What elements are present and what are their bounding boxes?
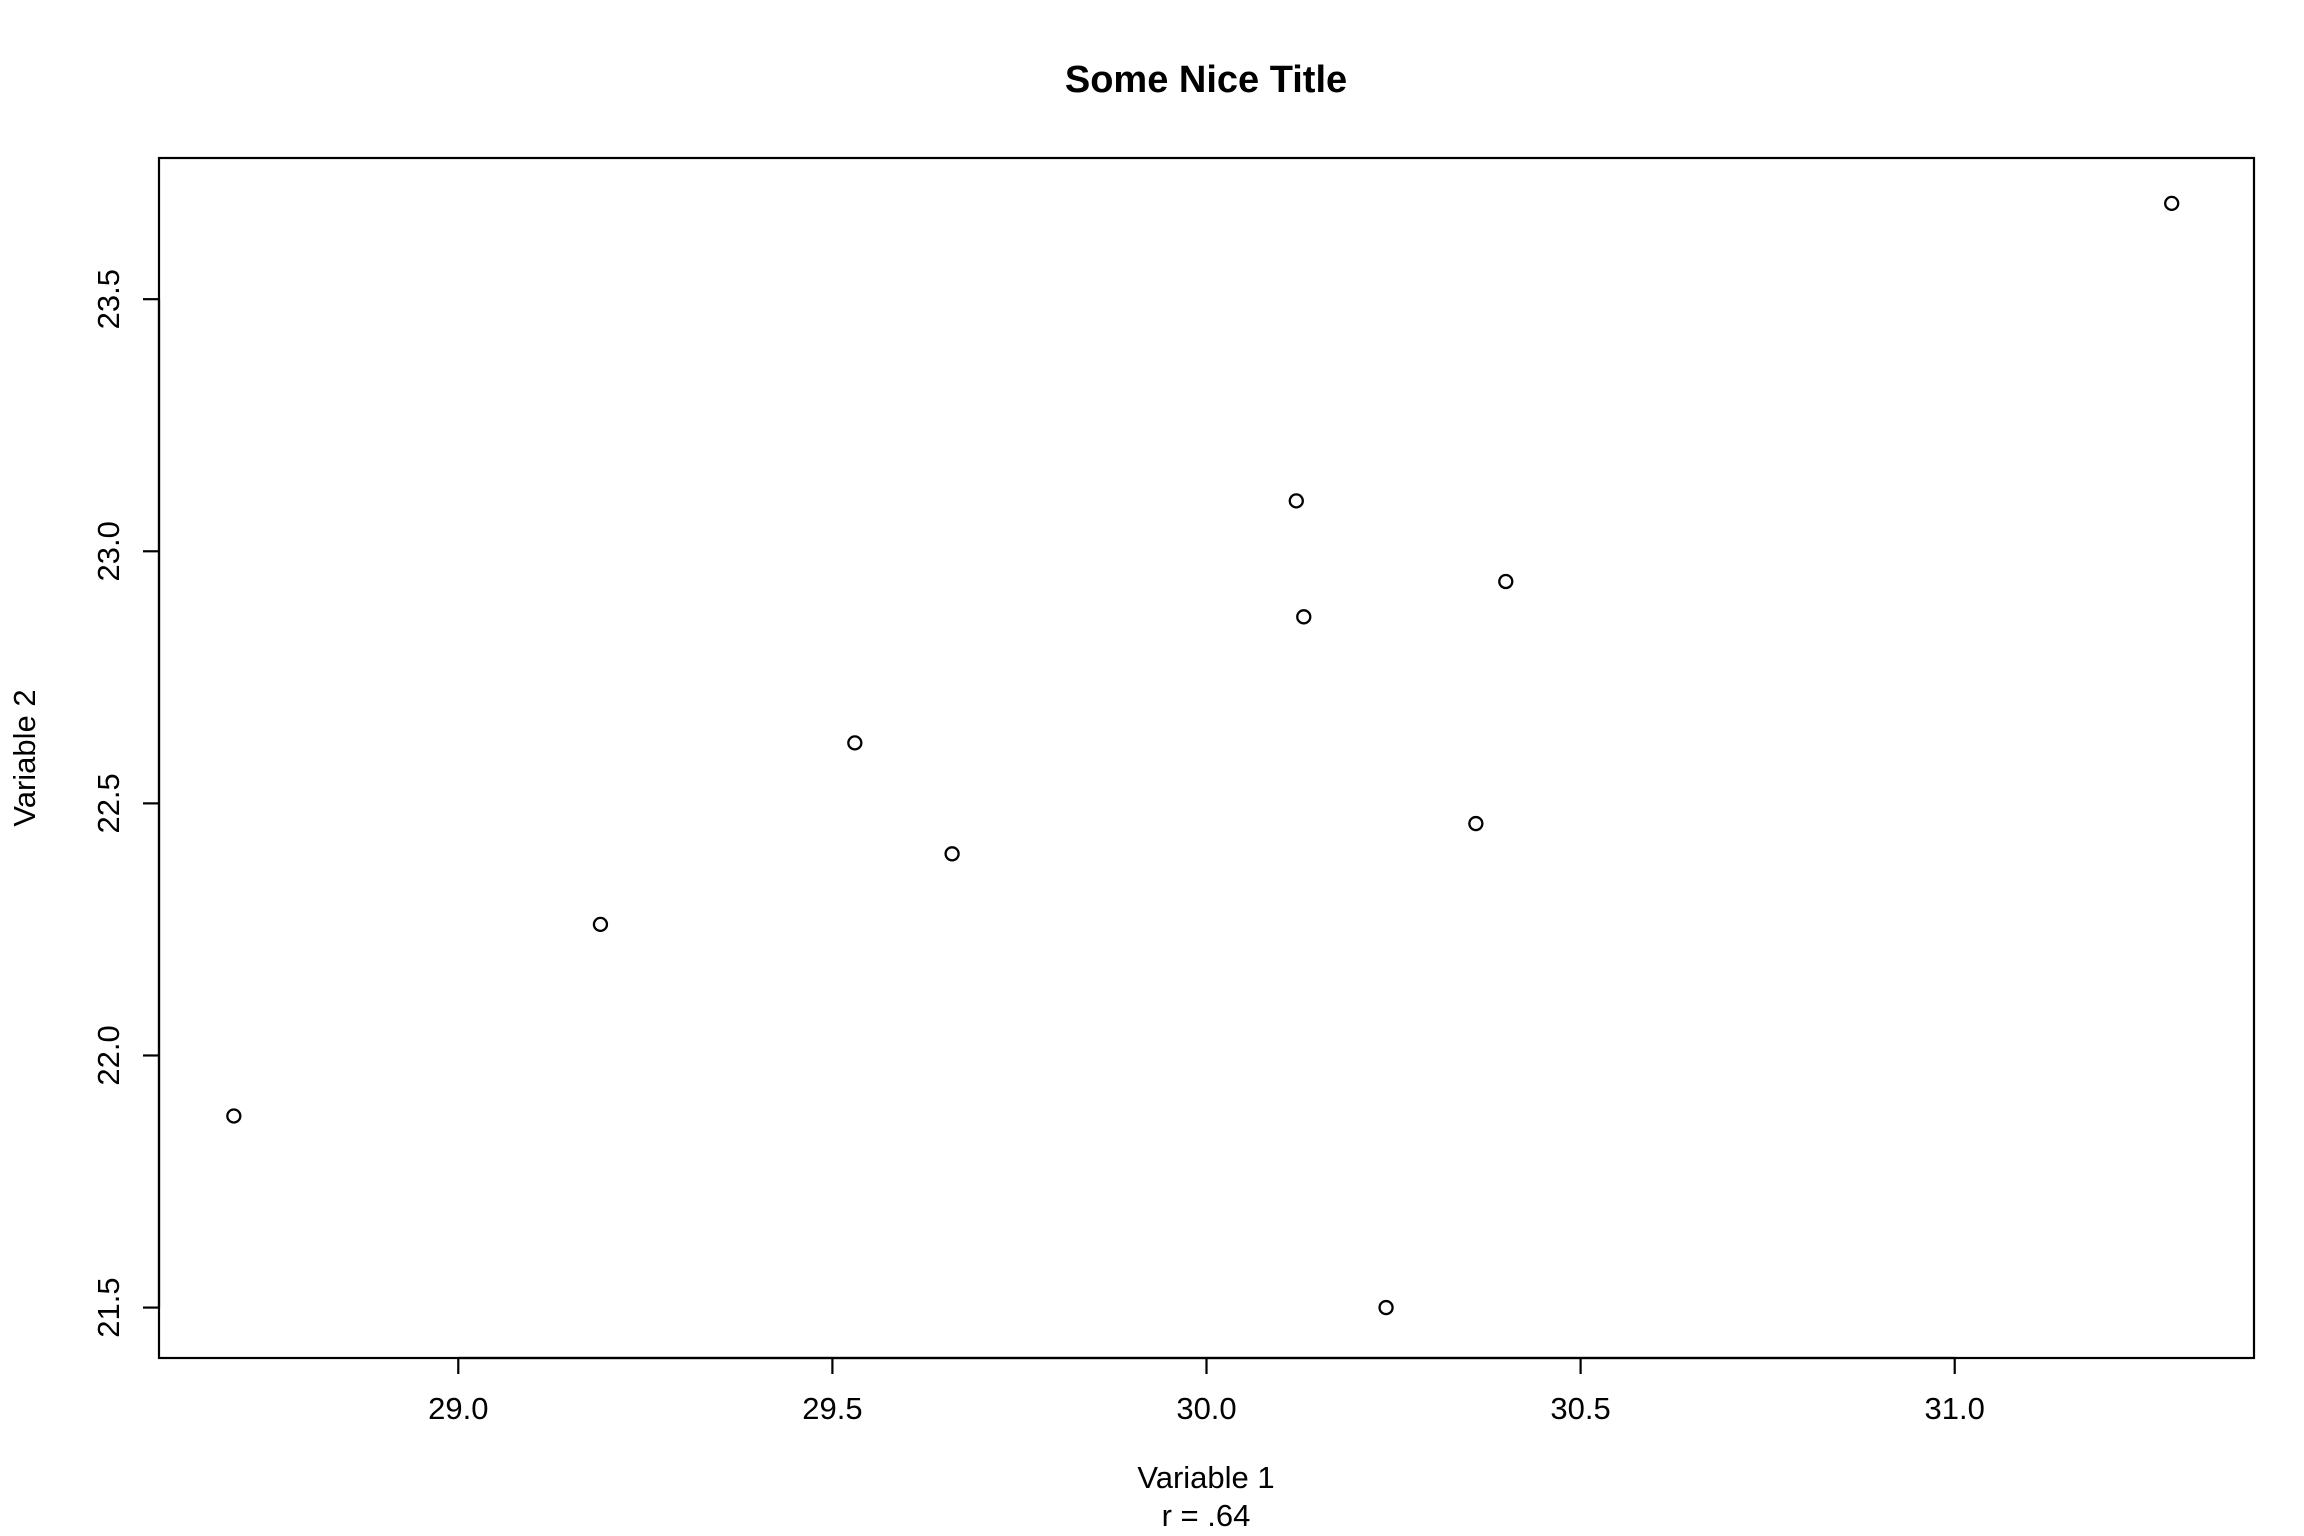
data-point: [1288, 493, 1304, 509]
x-tick-label: 29.5: [802, 1391, 862, 1426]
data-point: [1468, 815, 1484, 832]
data-point: [944, 846, 960, 862]
y-tick-label: 22.0: [91, 1025, 126, 1085]
data-point: [1378, 1299, 1394, 1316]
data-point: [2164, 195, 2180, 212]
x-axis-label: Variable 1: [1137, 1460, 1274, 1495]
plot-frame: [157, 156, 2256, 1360]
x-tick-label: 31.0: [1925, 1391, 1985, 1426]
data-point: [847, 735, 863, 751]
y-tick-label: 23.0: [91, 521, 126, 581]
x-axis: 29.0 29.5 30.0 30.5 31.0: [428, 1356, 1985, 1426]
x-tick-label: 30.5: [1550, 1391, 1610, 1426]
data-point: [1296, 609, 1312, 625]
data-point: [226, 1108, 242, 1124]
data-point: [592, 916, 609, 933]
data-point: [1498, 573, 1514, 590]
y-tick-label: 23.5: [91, 269, 126, 329]
y-axis-label: Variable 2: [7, 689, 42, 826]
y-tick-label: 21.5: [91, 1277, 126, 1337]
x-tick-label: 30.0: [1176, 1391, 1236, 1426]
x-tick-label: 29.0: [428, 1391, 488, 1426]
y-axis: 21.5 22.0 22.5 23.0 23.5: [91, 269, 161, 1338]
chart-title: Some Nice Title: [1065, 59, 1347, 101]
y-tick-label: 22.5: [91, 773, 126, 833]
data-points: [226, 195, 2180, 1316]
correlation-label: r = .64: [1162, 1498, 1251, 1533]
